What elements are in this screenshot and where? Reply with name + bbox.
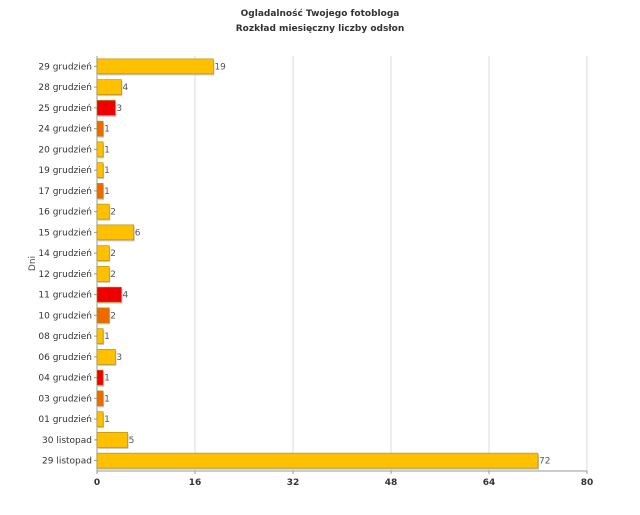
bar bbox=[96, 58, 214, 75]
value-label: 4 bbox=[123, 83, 129, 93]
value-label: 1 bbox=[104, 415, 110, 425]
value-label: 1 bbox=[104, 187, 110, 197]
category-label: 16 grudzień bbox=[38, 208, 92, 218]
category-label: 11 grudzień bbox=[38, 291, 92, 301]
x-tick-label: 48 bbox=[385, 478, 398, 488]
x-tick-label: 16 bbox=[189, 478, 202, 488]
value-label: 19 bbox=[214, 62, 226, 72]
value-label: 2 bbox=[110, 249, 116, 259]
category-label: 25 grudzień bbox=[38, 104, 92, 114]
value-label: 1 bbox=[104, 332, 110, 342]
value-label: 2 bbox=[110, 311, 116, 321]
value-label: 1 bbox=[104, 145, 110, 155]
bar bbox=[96, 307, 110, 324]
bar bbox=[96, 120, 104, 137]
bar bbox=[96, 349, 116, 365]
value-label: 3 bbox=[116, 104, 122, 114]
x-tick-label: 0 bbox=[94, 478, 100, 488]
category-label: 24 grudzień bbox=[38, 125, 92, 135]
category-label: 14 grudzień bbox=[38, 249, 92, 259]
category-label: 19 grudzień bbox=[38, 166, 92, 176]
x-tick-label: 32 bbox=[287, 478, 300, 488]
category-label: 15 grudzień bbox=[38, 228, 92, 238]
chart-subtitle: Rozkład miesięczny liczby odsłon bbox=[235, 24, 405, 34]
value-label: 5 bbox=[129, 436, 135, 446]
category-label: 28 grudzień bbox=[38, 83, 92, 93]
bar bbox=[96, 183, 104, 199]
category-label: 08 grudzień bbox=[38, 332, 92, 342]
category-label: 12 grudzień bbox=[38, 270, 92, 280]
value-label: 1 bbox=[104, 125, 110, 135]
category-label: 01 grudzień bbox=[38, 415, 92, 425]
bar bbox=[96, 203, 110, 220]
bar bbox=[96, 224, 135, 241]
category-label: 03 grudzień bbox=[38, 394, 92, 404]
bar bbox=[96, 266, 110, 282]
bar bbox=[96, 100, 116, 116]
bar bbox=[96, 245, 110, 261]
bar bbox=[96, 141, 104, 158]
category-label: 04 grudzień bbox=[38, 374, 92, 384]
bar bbox=[96, 162, 104, 178]
category-label: 30 listopad bbox=[42, 436, 92, 446]
category-label: 29 grudzień bbox=[38, 62, 92, 72]
x-tick-label: 64 bbox=[483, 478, 496, 488]
category-label: 06 grudzień bbox=[38, 353, 92, 363]
bar bbox=[96, 452, 539, 469]
y-axis-title: Dni bbox=[28, 256, 38, 271]
value-label: 2 bbox=[110, 270, 116, 280]
bar bbox=[96, 328, 104, 344]
value-label: 4 bbox=[123, 291, 129, 301]
bar bbox=[96, 411, 104, 427]
chart-title: Ogladalność Twojego fotobloga bbox=[240, 9, 400, 19]
category-label: 17 grudzień bbox=[38, 187, 92, 197]
value-label: 3 bbox=[116, 353, 122, 363]
bar bbox=[96, 286, 122, 303]
category-label: 10 grudzień bbox=[38, 311, 92, 321]
bar bbox=[96, 432, 128, 448]
bar bbox=[96, 390, 104, 407]
value-label: 1 bbox=[104, 374, 110, 384]
value-label: 1 bbox=[104, 394, 110, 404]
bar bbox=[96, 79, 122, 95]
bar bbox=[96, 369, 104, 386]
value-label: 72 bbox=[539, 457, 550, 467]
x-tick-label: 80 bbox=[581, 478, 594, 488]
category-label: 20 grudzień bbox=[38, 145, 92, 155]
category-label: 29 listopad bbox=[42, 457, 92, 467]
value-label: 2 bbox=[110, 208, 116, 218]
value-label: 1 bbox=[104, 166, 110, 176]
value-label: 6 bbox=[135, 228, 141, 238]
